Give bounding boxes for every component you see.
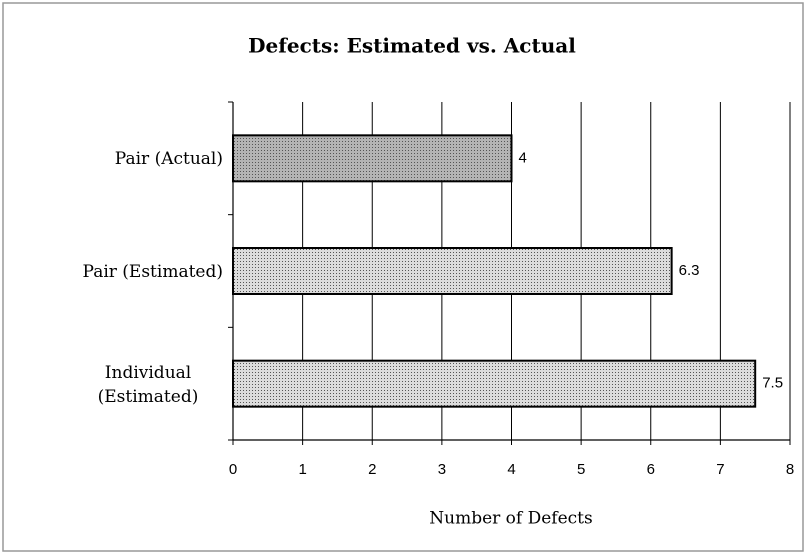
y-tick-label: Individual (Estimated) — [97, 362, 199, 407]
y-tick-label: Pair (Estimated) — [82, 262, 223, 282]
bar — [232, 247, 673, 295]
chart-title: Defects: Estimated vs. Actual — [248, 34, 576, 58]
x-tick-label: 1 — [298, 461, 306, 478]
data-label: 4 — [519, 149, 527, 166]
bar — [232, 359, 757, 408]
x-axis-label: Number of Defects — [429, 509, 592, 529]
bar — [232, 134, 513, 183]
data-label: 6.3 — [679, 262, 700, 279]
x-tick-label: 3 — [438, 461, 446, 478]
x-tick-label: 0 — [229, 461, 237, 478]
x-tick-label: 5 — [577, 461, 585, 478]
data-label: 7.5 — [762, 375, 783, 392]
x-tick-label: 8 — [786, 461, 794, 478]
x-tick-label: 7 — [716, 461, 724, 478]
y-tick-label: Pair (Actual) — [114, 149, 223, 170]
x-tick-label: 6 — [647, 461, 655, 478]
x-tick-label: 4 — [507, 461, 515, 478]
x-tick-label: 2 — [368, 461, 376, 478]
